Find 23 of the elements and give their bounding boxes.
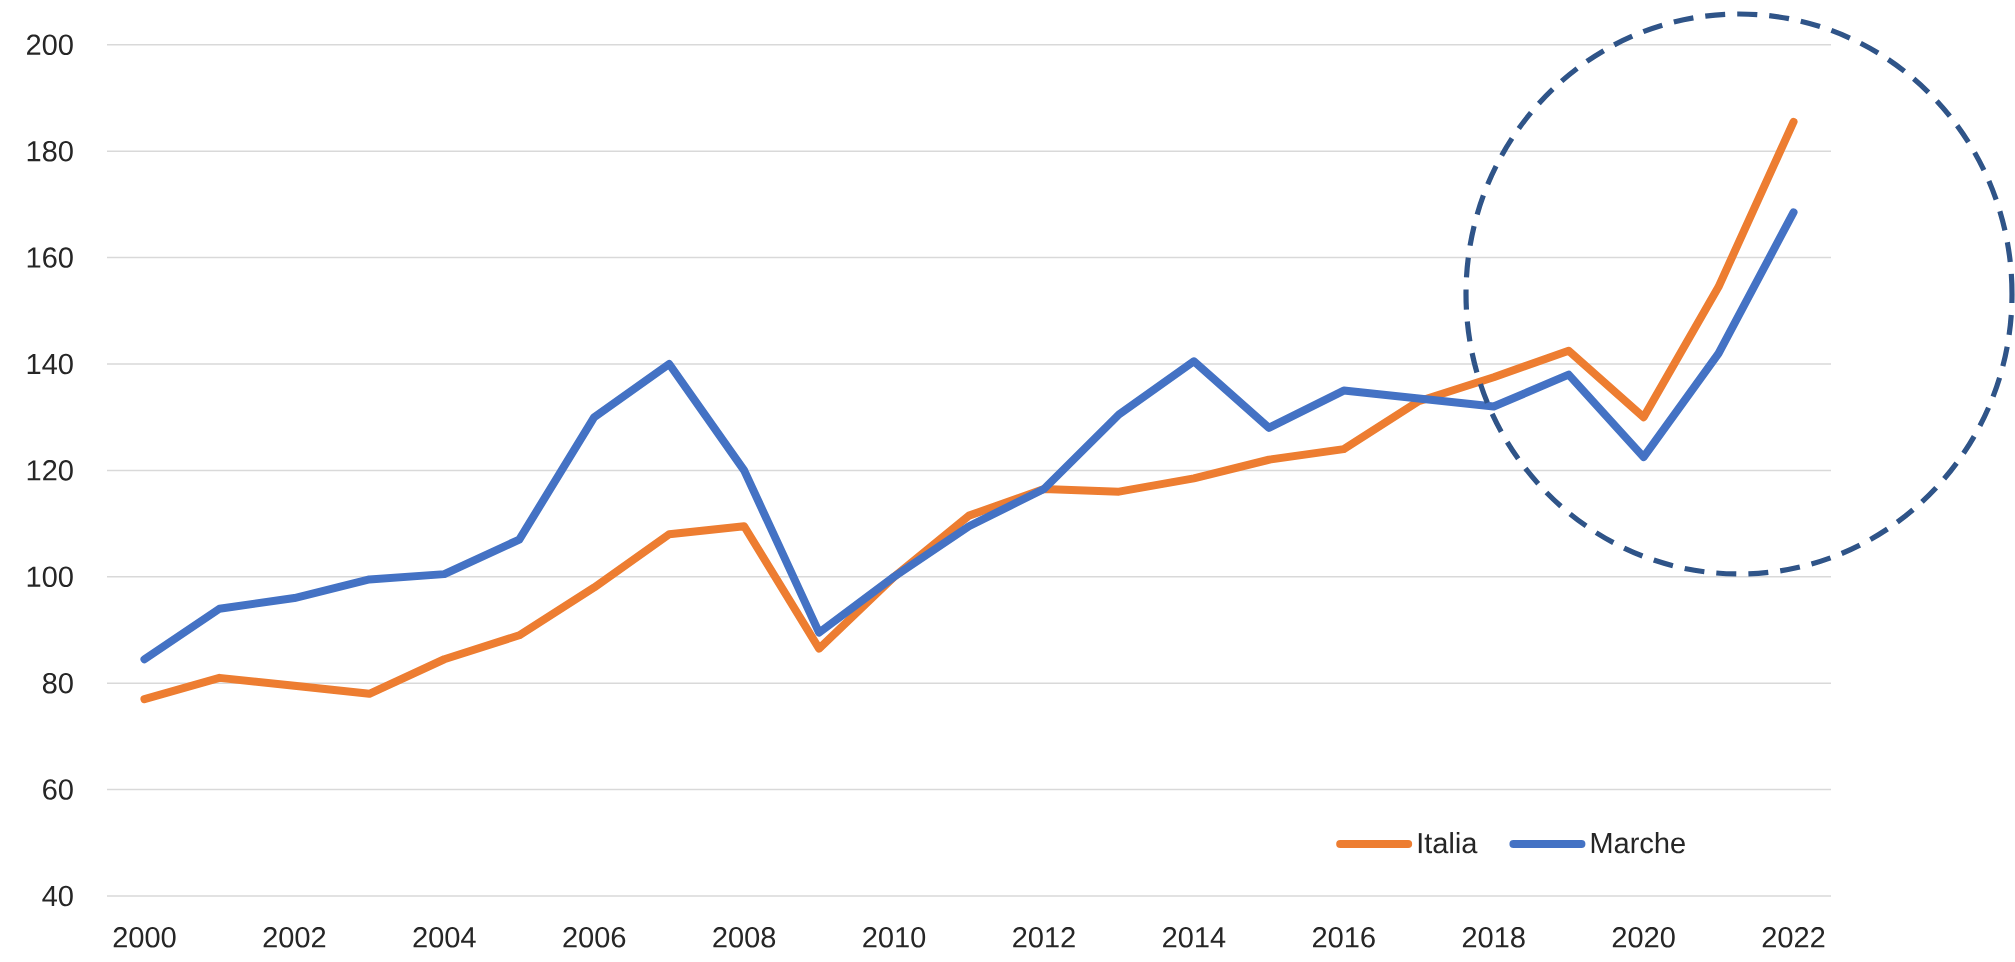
x-tick-label: 2022 [1762, 927, 1825, 948]
y-tick-label: 200 [27, 34, 73, 56]
legend-label: Italia [1418, 832, 1478, 854]
y-tick-label: 80 [42, 672, 73, 694]
y-tick-label: 180 [27, 140, 73, 162]
y-tick-label: 140 [27, 353, 73, 375]
x-tick-label: 2006 [563, 927, 626, 948]
x-tick-label: 2014 [1163, 927, 1226, 948]
y-tick-label: 120 [27, 460, 73, 481]
x-tick-label: 2004 [413, 927, 476, 948]
x-tick-label: 2010 [863, 927, 926, 948]
y-tick-label: 40 [42, 885, 73, 907]
y-tick-label: 60 [43, 779, 73, 800]
x-tick-label: 2020 [1612, 927, 1675, 948]
legend-label: Marche [1591, 832, 1685, 854]
x-tick-label: 2008 [713, 927, 776, 948]
x-tick-label: 2002 [263, 927, 326, 948]
x-tick-label: 2016 [1313, 927, 1375, 948]
x-tick-label: 2000 [113, 927, 176, 948]
y-tick-label: 160 [27, 247, 73, 268]
y-tick-label: 100 [27, 566, 73, 588]
x-tick-label: 2018 [1462, 927, 1525, 948]
x-tick-label: 2012 [1013, 927, 1075, 948]
